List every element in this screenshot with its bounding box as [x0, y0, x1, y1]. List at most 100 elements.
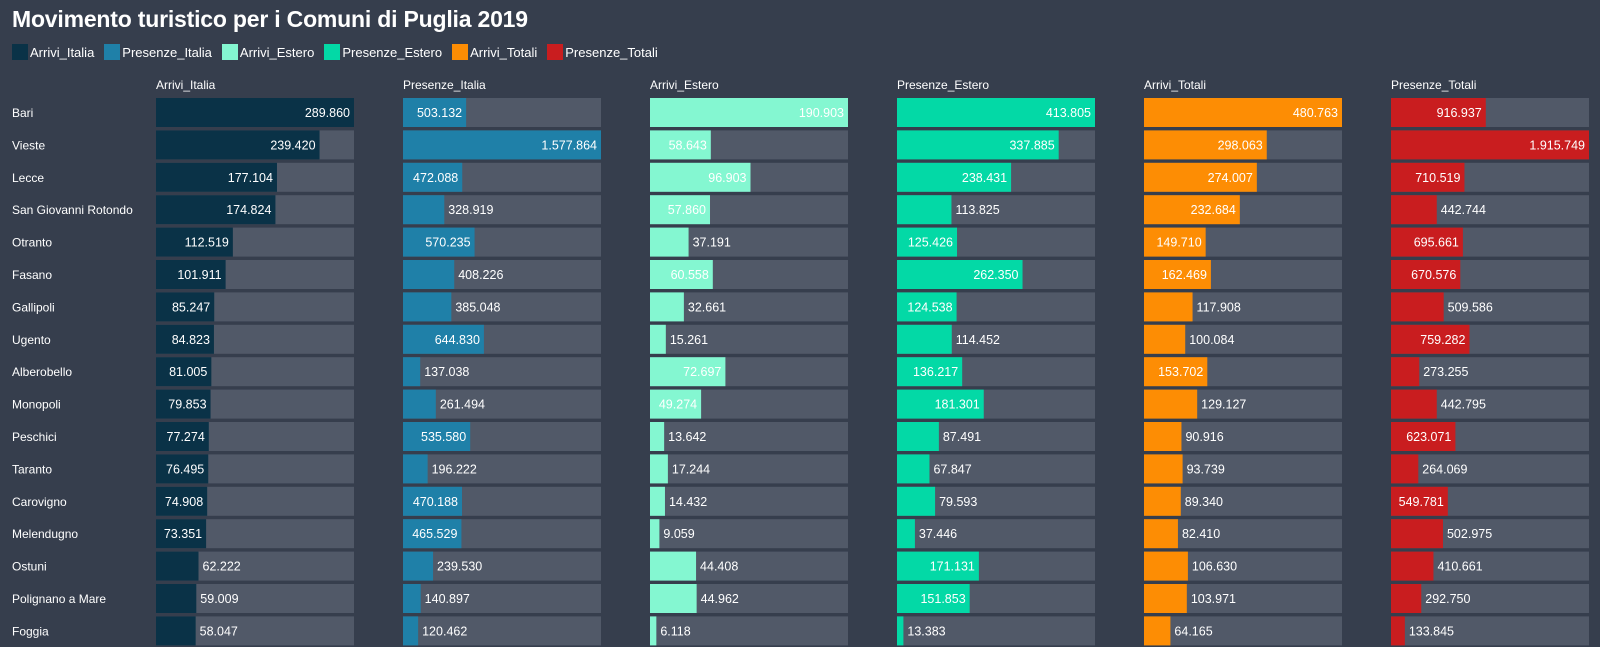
bar — [403, 292, 451, 321]
data-label: 171.131 — [930, 560, 975, 574]
bar — [897, 325, 952, 354]
data-label: 13.383 — [907, 624, 945, 638]
data-label: 37.191 — [693, 236, 731, 250]
bar — [1391, 552, 1433, 581]
data-label: 470.188 — [413, 495, 458, 509]
data-label: 137.038 — [424, 365, 469, 379]
data-label: 503.132 — [417, 106, 462, 120]
data-label: 274.007 — [1208, 171, 1253, 185]
bar — [897, 519, 915, 548]
bar — [897, 487, 935, 516]
data-label: 129.127 — [1201, 398, 1246, 412]
data-label: 100.084 — [1189, 333, 1234, 347]
data-label: 49.274 — [659, 398, 697, 412]
bar — [156, 584, 196, 613]
data-label: 106.630 — [1192, 560, 1237, 574]
data-label: 623.071 — [1406, 430, 1451, 444]
category-label: San Giovanni Rotondo — [12, 203, 133, 217]
category-label: Fasano — [12, 268, 52, 282]
bar — [1144, 616, 1170, 645]
bar — [403, 260, 454, 289]
bar — [1144, 292, 1193, 321]
bar — [1391, 454, 1418, 483]
data-label: 385.048 — [455, 300, 500, 314]
data-label: 232.684 — [1191, 203, 1236, 217]
data-label: 535.580 — [421, 430, 466, 444]
data-label: 103.971 — [1191, 592, 1236, 606]
bar — [1144, 390, 1197, 419]
bar — [650, 519, 659, 548]
data-label: 57.860 — [668, 203, 706, 217]
data-label: 117.908 — [1197, 300, 1241, 314]
data-label: 238.431 — [962, 171, 1007, 185]
bar — [403, 616, 418, 645]
data-label: 6.118 — [660, 624, 690, 638]
data-label: 89.340 — [1185, 495, 1223, 509]
data-label: 710.519 — [1415, 171, 1460, 185]
data-label: 140.897 — [425, 592, 470, 606]
bar — [650, 616, 656, 645]
data-label: 133.845 — [1409, 624, 1454, 638]
data-label: 465.529 — [412, 527, 457, 541]
bar — [1144, 325, 1185, 354]
category-label: Gallipoli — [12, 300, 55, 314]
bar — [650, 292, 684, 321]
data-label: 9.059 — [663, 527, 694, 541]
column-header: Arrivi_Estero — [650, 78, 719, 92]
data-label: 239.420 — [270, 138, 315, 152]
data-label: 136.217 — [913, 365, 958, 379]
data-label: 695.661 — [1414, 236, 1459, 250]
data-label: 82.410 — [1182, 527, 1220, 541]
data-label: 177.104 — [228, 171, 273, 185]
column-header: Presenze_Totali — [1391, 78, 1476, 92]
data-label: 14.432 — [669, 495, 707, 509]
data-label: 1.577.864 — [541, 138, 597, 152]
data-label: 101.911 — [177, 268, 221, 282]
data-label: 15.261 — [670, 333, 708, 347]
bar — [650, 487, 665, 516]
bar — [1144, 552, 1188, 581]
data-label: 273.255 — [1423, 365, 1468, 379]
data-label: 85.247 — [172, 300, 210, 314]
data-label: 239.530 — [437, 560, 482, 574]
bar — [897, 616, 903, 645]
data-label: 162.469 — [1162, 268, 1207, 282]
data-label: 509.586 — [1448, 300, 1493, 314]
data-label: 79.853 — [168, 398, 206, 412]
data-label: 190.903 — [799, 106, 844, 120]
data-label: 759.282 — [1420, 333, 1465, 347]
data-label: 442.744 — [1441, 203, 1486, 217]
data-label: 549.781 — [1399, 495, 1444, 509]
data-label: 93.739 — [1187, 462, 1225, 476]
column-header: Arrivi_Totali — [1144, 78, 1206, 92]
bar — [650, 584, 697, 613]
category-label: Lecce — [12, 171, 44, 185]
category-label: Ugento — [12, 333, 51, 347]
bar — [897, 422, 939, 451]
bar — [403, 357, 420, 386]
data-label: 32.661 — [688, 300, 726, 314]
category-label: Melendugno — [12, 527, 78, 541]
bar — [897, 195, 951, 224]
data-label: 472.088 — [413, 171, 458, 185]
category-label: Bari — [12, 106, 33, 120]
bar — [1391, 357, 1419, 386]
data-label: 153.702 — [1158, 365, 1203, 379]
bar — [1144, 584, 1187, 613]
data-label: 72.697 — [683, 365, 721, 379]
data-label: 44.962 — [701, 592, 739, 606]
data-label: 44.408 — [700, 560, 738, 574]
data-label: 337.885 — [1009, 138, 1054, 152]
data-label: 413.805 — [1046, 106, 1091, 120]
category-label: Alberobello — [12, 365, 72, 379]
data-label: 262.350 — [973, 268, 1018, 282]
data-label: 67.847 — [933, 462, 971, 476]
bar-chart: BariViesteLecceSan Giovanni RotondoOtran… — [0, 0, 1600, 647]
data-label: 181.301 — [935, 398, 980, 412]
data-label: 81.005 — [169, 365, 207, 379]
data-label: 298.063 — [1218, 138, 1263, 152]
bar — [1391, 195, 1437, 224]
data-label: 124.538 — [907, 300, 952, 314]
data-label: 502.975 — [1447, 527, 1492, 541]
bar — [1391, 584, 1421, 613]
